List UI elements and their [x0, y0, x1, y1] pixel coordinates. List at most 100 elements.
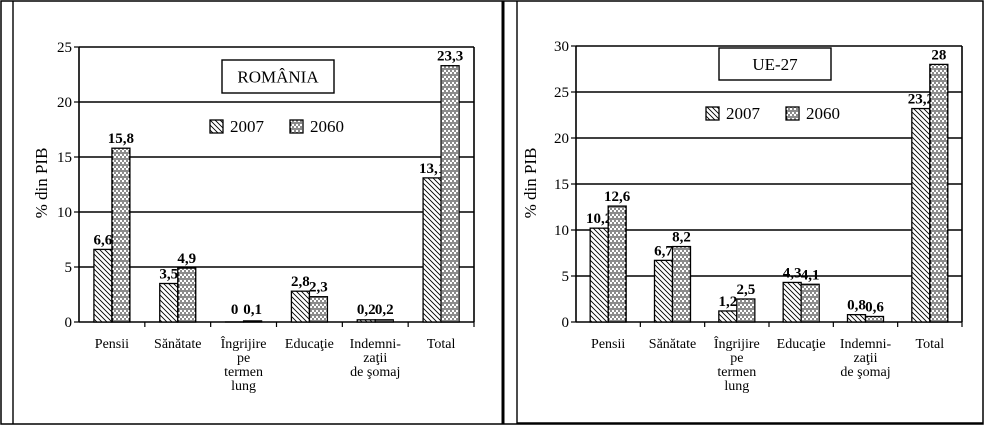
category-label: Indemni-zaţii de şomaj	[350, 337, 402, 380]
category-label: Educaţie	[777, 337, 826, 352]
legend-swatch-2060	[785, 106, 800, 121]
bar-2007-0	[93, 248, 113, 323]
y-tick-label: 10	[57, 205, 72, 221]
y-tick-label: 5	[562, 269, 570, 285]
legend-swatch-2007	[209, 119, 224, 134]
category-label-line: Îngrijire	[714, 335, 760, 352]
category-label-line: de şomaj	[350, 365, 400, 380]
bar-2007-3	[782, 281, 802, 323]
bar-2007-4	[846, 313, 867, 323]
bar-2007-0	[589, 227, 609, 323]
category-label-line: Pensii	[95, 337, 129, 352]
data-label: 6,7	[654, 243, 673, 259]
legend-label-2060: 2060	[310, 117, 344, 136]
y-tick-label: 20	[554, 131, 569, 147]
category-label: Total	[916, 337, 945, 352]
category-label: Sănătate	[649, 337, 696, 352]
bar-2060-4	[374, 319, 394, 323]
data-label: 0,1	[243, 302, 262, 318]
data-label: 10,2	[586, 211, 612, 227]
bar-2060-3	[800, 283, 820, 323]
category-label-line: pe	[730, 351, 743, 366]
chart-title: UE-27	[752, 55, 798, 74]
bar-2060-3	[308, 296, 329, 323]
y-axis-label: % din PIB	[521, 148, 540, 219]
category-label-line: de şomaj	[840, 365, 890, 380]
legend-label-2007: 2007	[726, 104, 761, 123]
chart-romania: 0 5 10 15 20 25 % din PIB ROMÂNIA 2007 2060 6,6 15,…	[32, 40, 475, 394]
category-label-line: Educaţie	[777, 337, 826, 352]
category-label-line: zaţii	[363, 351, 387, 366]
data-label: 2,8	[291, 274, 310, 290]
data-label: 1,2	[718, 294, 737, 310]
category-label-line: lung	[724, 379, 749, 394]
data-label: 0,2	[357, 302, 376, 318]
data-label: 8,2	[672, 230, 691, 246]
bar-2060-2	[242, 320, 263, 323]
chart-ue27: 0 5 10 15 20 25 30 % din PIB UE-27 2007 2060 10,2 12…	[521, 39, 963, 394]
data-label: 12,6	[604, 189, 631, 205]
data-label: 3,5	[159, 267, 178, 283]
data-label: 0,8	[847, 298, 866, 314]
bar-2060-1	[671, 245, 692, 323]
data-label: 23,2	[908, 92, 934, 108]
y-tick-label: 0	[562, 315, 570, 331]
bar-2007-1	[159, 282, 179, 323]
category-label-line: Îngrijire	[221, 335, 267, 352]
category-label-line: termen	[717, 365, 756, 380]
category-label: Îngrijire pe termen lung	[221, 335, 267, 394]
category-label: Sănătate	[154, 337, 201, 352]
y-tick-label: 0	[65, 315, 73, 331]
data-label: 2,5	[736, 282, 755, 298]
bar-2060-0	[111, 147, 131, 323]
bar-2007-2	[718, 310, 738, 323]
data-label: 4,1	[801, 267, 820, 283]
y-tick-label: 5	[65, 260, 73, 276]
title-box	[221, 59, 335, 94]
bar-2007-3	[290, 290, 311, 323]
data-label: 0	[231, 302, 239, 318]
bar-2060-5	[929, 63, 949, 323]
category-label: Indemni-zaţii de şomaj	[840, 337, 892, 380]
category-label-line: Indemni-	[840, 337, 892, 352]
bar-2060-4	[864, 315, 885, 323]
y-axis-label: % din PIB	[32, 148, 51, 219]
category-label-line: zaţii	[853, 351, 877, 366]
title-box	[718, 47, 832, 81]
data-label: 28	[931, 47, 946, 63]
y-tick-label: 20	[57, 95, 72, 111]
category-label-line: lung	[231, 379, 256, 394]
category-label-line: termen	[224, 365, 263, 380]
category-label-line: Indemni-	[350, 337, 402, 352]
category-label: Pensii	[591, 337, 625, 352]
category-label: Îngrijire pe termen lung	[714, 335, 760, 394]
data-label: 4,3	[783, 265, 802, 281]
data-label: 0,2	[375, 302, 394, 318]
category-label-line: Educaţie	[285, 337, 334, 352]
y-tick-label: 25	[57, 40, 72, 56]
category-label-line: Sănătate	[154, 337, 201, 352]
data-label: 2,3	[309, 280, 328, 296]
y-tick-label: 10	[554, 223, 569, 239]
y-tick-label: 25	[554, 85, 569, 101]
data-label: 23,3	[437, 49, 463, 65]
y-tick-label: 30	[554, 39, 569, 55]
category-label-line: pe	[237, 351, 250, 366]
category-label-line: Total	[916, 337, 945, 352]
category-label-line: Sănătate	[649, 337, 696, 352]
bar-2060-2	[736, 298, 756, 323]
bar-2060-1	[177, 267, 197, 323]
category-label: Total	[427, 337, 456, 352]
bar-2007-4	[356, 319, 376, 323]
bar-2007-5	[911, 107, 931, 323]
legend-label-2060: 2060	[806, 104, 840, 123]
chart-title: ROMÂNIA	[237, 68, 319, 87]
data-label: 6,6	[94, 232, 113, 248]
legend-swatch-2007	[705, 106, 720, 121]
bar-2060-0	[607, 205, 627, 323]
category-label: Educaţie	[285, 337, 334, 352]
category-label-line: Pensii	[591, 337, 625, 352]
category-label: Pensii	[95, 337, 129, 352]
